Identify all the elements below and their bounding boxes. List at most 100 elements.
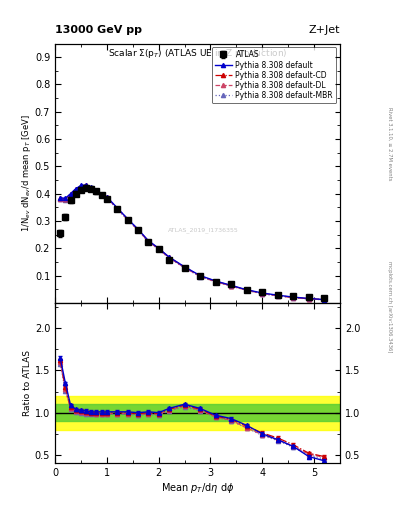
- Pythia 8.308 default-MBR: [198, 273, 202, 280]
- Pythia 8.308 default-MBR: [68, 191, 73, 198]
- Text: 13000 GeV pp: 13000 GeV pp: [55, 25, 142, 35]
- Pythia 8.308 default: [99, 190, 104, 197]
- Pythia 8.308 default-MBR: [156, 246, 161, 252]
- Pythia 8.308 default-DL: [156, 246, 161, 252]
- Pythia 8.308 default: [63, 195, 68, 201]
- Pythia 8.308 default-DL: [94, 188, 99, 194]
- Pythia 8.308 default: [307, 295, 311, 302]
- Pythia 8.308 default-CD: [79, 183, 83, 189]
- Pythia 8.308 default-MBR: [79, 183, 83, 189]
- Pythia 8.308 default: [94, 187, 99, 194]
- Line: Pythia 8.308 default-DL: Pythia 8.308 default-DL: [58, 184, 327, 302]
- Pythia 8.308 default-CD: [260, 290, 264, 296]
- Pythia 8.308 default-MBR: [136, 227, 140, 233]
- Pythia 8.308 default-CD: [89, 184, 94, 190]
- Pythia 8.308 default-DL: [229, 283, 233, 289]
- Pythia 8.308 default-DL: [79, 183, 83, 189]
- Pythia 8.308 default: [115, 205, 119, 211]
- Pythia 8.308 default-CD: [275, 292, 280, 298]
- Pythia 8.308 default: [260, 290, 264, 296]
- Y-axis label: 1/N$_{ev}$ dN$_{ev}$/d mean p$_T$ [GeV]: 1/N$_{ev}$ dN$_{ev}$/d mean p$_T$ [GeV]: [20, 114, 33, 232]
- Pythia 8.308 default: [291, 294, 296, 300]
- Pythia 8.308 default-DL: [275, 293, 280, 299]
- Pythia 8.308 default-MBR: [275, 293, 280, 299]
- Pythia 8.308 default-DL: [125, 217, 130, 223]
- Pythia 8.308 default-DL: [84, 183, 88, 189]
- Pythia 8.308 default: [68, 190, 73, 197]
- Pythia 8.308 default-MBR: [105, 195, 109, 201]
- Pythia 8.308 default: [275, 292, 280, 298]
- Pythia 8.308 default: [136, 226, 140, 232]
- Pythia 8.308 default-DL: [63, 196, 68, 202]
- Pythia 8.308 default-DL: [105, 195, 109, 201]
- Pythia 8.308 default-CD: [63, 196, 68, 202]
- Pythia 8.308 default-CD: [105, 194, 109, 200]
- Pythia 8.308 default: [58, 195, 62, 201]
- Pythia 8.308 default-CD: [213, 278, 218, 284]
- Pythia 8.308 default: [244, 287, 249, 293]
- Pythia 8.308 default: [125, 216, 130, 222]
- X-axis label: Mean $p_T$/d$\eta$ d$\phi$: Mean $p_T$/d$\eta$ d$\phi$: [161, 481, 234, 495]
- Line: Pythia 8.308 default: Pythia 8.308 default: [58, 183, 327, 302]
- Pythia 8.308 default-MBR: [146, 239, 151, 245]
- Pythia 8.308 default: [146, 238, 151, 244]
- Pythia 8.308 default-CD: [99, 191, 104, 197]
- Pythia 8.308 default-CD: [307, 295, 311, 302]
- Pythia 8.308 default: [73, 186, 78, 192]
- Pythia 8.308 default: [322, 296, 327, 303]
- Pythia 8.308 default: [182, 264, 187, 270]
- Pythia 8.308 default-MBR: [89, 185, 94, 191]
- Line: Pythia 8.308 default-MBR: Pythia 8.308 default-MBR: [58, 184, 327, 302]
- Pythia 8.308 default-MBR: [58, 196, 62, 202]
- Text: Scalar $\Sigma$(p$_T$) (ATLAS UE in Z production): Scalar $\Sigma$(p$_T$) (ATLAS UE in Z pr…: [108, 48, 287, 60]
- Pythia 8.308 default-MBR: [322, 297, 327, 303]
- Pythia 8.308 default-CD: [146, 238, 151, 244]
- Pythia 8.308 default-DL: [260, 290, 264, 296]
- Pythia 8.308 default-DL: [307, 295, 311, 302]
- Pythia 8.308 default-MBR: [94, 188, 99, 195]
- Pythia 8.308 default-DL: [73, 186, 78, 193]
- Pythia 8.308 default-DL: [89, 185, 94, 191]
- Pythia 8.308 default-CD: [136, 226, 140, 232]
- Text: mcplots.cern.ch [arXiv:1306.3436]: mcplots.cern.ch [arXiv:1306.3436]: [387, 262, 392, 353]
- Pythia 8.308 default-DL: [182, 265, 187, 271]
- Pythia 8.308 default: [79, 182, 83, 188]
- Pythia 8.308 default-DL: [291, 294, 296, 301]
- Pythia 8.308 default: [213, 278, 218, 284]
- Pythia 8.308 default-MBR: [115, 206, 119, 212]
- Pythia 8.308 default-DL: [322, 297, 327, 303]
- Pythia 8.308 default-CD: [115, 205, 119, 211]
- Pythia 8.308 default-MBR: [213, 279, 218, 285]
- Text: Z+Jet: Z+Jet: [309, 25, 340, 35]
- Pythia 8.308 default-MBR: [291, 294, 296, 301]
- Pythia 8.308 default-CD: [68, 191, 73, 197]
- Pythia 8.308 default-CD: [322, 296, 327, 303]
- Pythia 8.308 default-MBR: [307, 296, 311, 302]
- Pythia 8.308 default-CD: [84, 182, 88, 188]
- Pythia 8.308 default-MBR: [260, 291, 264, 297]
- Pythia 8.308 default-CD: [125, 216, 130, 222]
- Pythia 8.308 default-DL: [68, 191, 73, 198]
- Pythia 8.308 default-CD: [291, 294, 296, 301]
- Pythia 8.308 default: [105, 194, 109, 200]
- Pythia 8.308 default-CD: [156, 245, 161, 251]
- Legend: ATLAS, Pythia 8.308 default, Pythia 8.308 default-CD, Pythia 8.308 default-DL, P: ATLAS, Pythia 8.308 default, Pythia 8.30…: [212, 47, 336, 103]
- Pythia 8.308 default: [156, 245, 161, 251]
- Pythia 8.308 default-DL: [58, 196, 62, 202]
- Pythia 8.308 default-DL: [213, 279, 218, 285]
- Pythia 8.308 default-MBR: [73, 187, 78, 193]
- Pythia 8.308 default: [167, 254, 171, 260]
- Pythia 8.308 default-CD: [94, 187, 99, 194]
- Pythia 8.308 default-MBR: [244, 287, 249, 293]
- Pythia 8.308 default-CD: [167, 254, 171, 260]
- Pythia 8.308 default-MBR: [167, 255, 171, 261]
- Text: ATLAS_2019_I1736355: ATLAS_2019_I1736355: [168, 227, 239, 233]
- Pythia 8.308 default-MBR: [182, 265, 187, 271]
- Pythia 8.308 default-CD: [229, 283, 233, 289]
- Text: Rivet 3.1.10, ≥ 2.7M events: Rivet 3.1.10, ≥ 2.7M events: [387, 106, 392, 180]
- Pythia 8.308 default: [84, 182, 88, 188]
- Pythia 8.308 default-DL: [99, 191, 104, 198]
- Pythia 8.308 default-CD: [73, 186, 78, 192]
- Pythia 8.308 default-DL: [198, 273, 202, 280]
- Pythia 8.308 default-CD: [244, 287, 249, 293]
